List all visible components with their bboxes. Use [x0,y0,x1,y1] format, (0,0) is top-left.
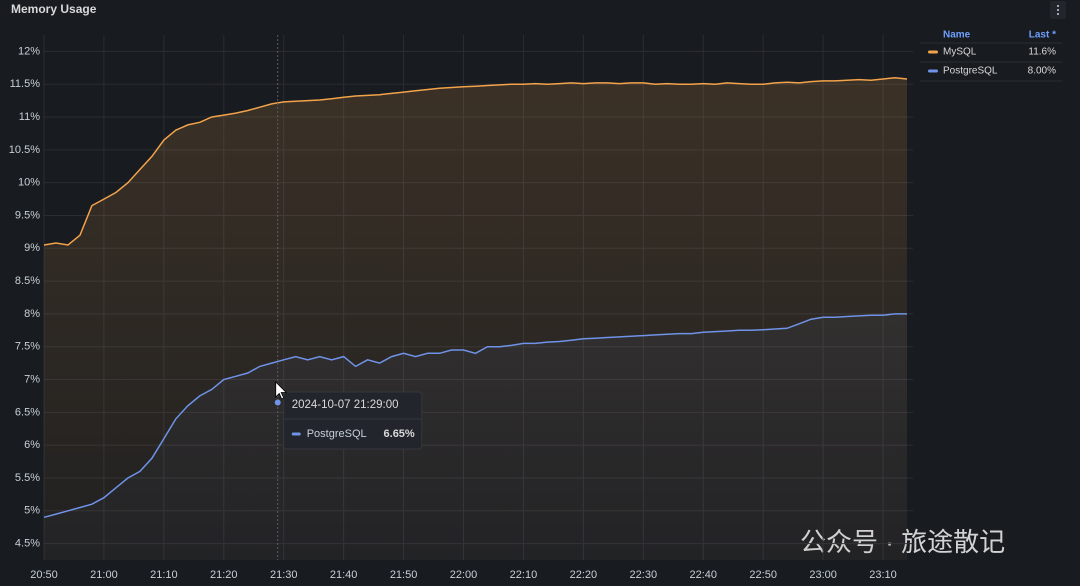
panel-menu[interactable] [1050,1,1066,19]
tooltip-series: PostgreSQL [307,428,367,440]
panel-title: Memory Usage [11,2,97,16]
legend-label[interactable]: PostgreSQL [943,66,998,77]
x-tick-label: 22:10 [510,569,538,581]
y-tick-label: 5% [24,505,40,517]
y-tick-label: 9% [24,242,40,254]
series-line [43,313,907,519]
x-tick-label: 21:50 [390,569,418,581]
x-tick-label: 22:30 [630,569,658,581]
y-tick-label: 7.5% [15,341,40,353]
legend-last-value: 11.6% [1028,47,1056,58]
y-tick-label: 10.5% [9,144,40,156]
x-tick-label: 20:50 [30,569,58,581]
series-line [43,76,908,246]
menu-dot [1057,5,1059,7]
x-tick-label: 22:50 [749,569,777,581]
y-tick-label: 9.5% [15,209,40,221]
y-tick-label: 6% [24,439,40,451]
x-tick-label: 21:40 [330,569,358,581]
legend-swatch[interactable] [928,69,938,73]
y-tick-label: 11% [19,111,40,123]
legend-swatch[interactable] [928,50,938,54]
y-tick-label: 11.5% [10,78,41,90]
x-tick-label: 22:00 [450,569,478,581]
x-tick-label: 22:20 [570,569,598,581]
y-tick-label: 7% [24,373,40,385]
y-tick-label: 10% [18,177,40,189]
tooltip-box [283,391,423,450]
x-tick-label: 21:10 [150,569,178,581]
tooltip-swatch [291,432,301,436]
tooltip-value: 6.65% [384,428,415,440]
y-tick-label: 5.5% [15,472,40,484]
legend-header-last[interactable]: Last * [1029,30,1056,41]
y-tick-label: 6.5% [15,406,40,418]
x-tick-label: 23:10 [869,569,897,581]
y-tick-label: 8% [24,308,40,320]
mouse-cursor [275,381,288,400]
x-tick-label: 21:30 [270,569,298,581]
legend-last-value: 8.00% [1028,66,1056,77]
menu-dot [1057,9,1059,11]
menu-dot [1057,13,1059,15]
y-tick-label: 8.5% [15,275,40,287]
series-area [44,313,908,560]
x-tick-label: 22:40 [689,569,717,581]
x-tick-label: 21:00 [90,569,118,581]
x-tick-label: 23:00 [809,569,837,581]
tooltip-time: 2024-10-07 21:29:00 [292,399,399,411]
hover-point [274,399,281,406]
legend-header-name[interactable]: Name [943,30,971,41]
y-tick-label: 12% [18,45,40,57]
y-tick-label: 4.5% [15,538,40,550]
x-tick-label: 21:20 [210,569,238,581]
legend-label[interactable]: MySQL [943,47,977,58]
